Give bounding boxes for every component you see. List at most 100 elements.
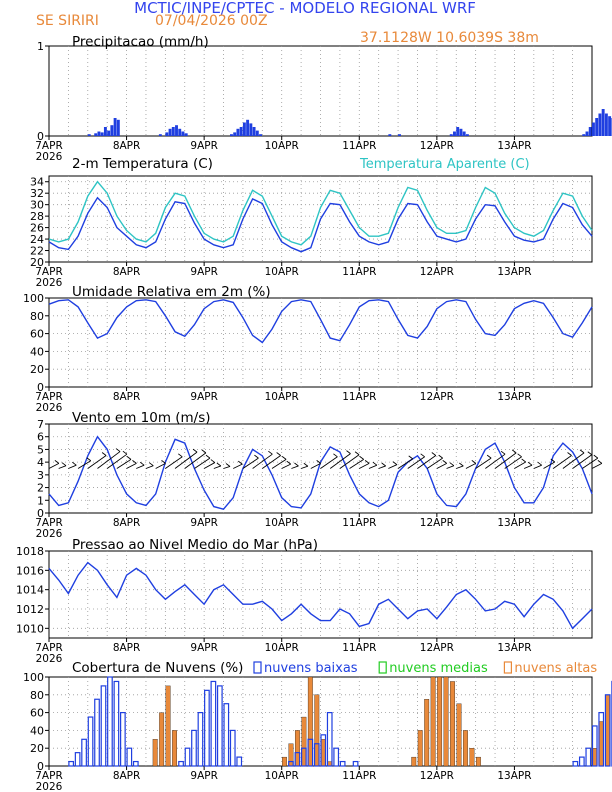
wind-barb	[145, 465, 154, 469]
precip-bar	[233, 132, 237, 136]
series-line	[48, 299, 593, 344]
x-tick-label: 8APR	[113, 140, 141, 152]
cloud-bar	[598, 711, 605, 767]
y-tick-label: 20	[30, 256, 44, 269]
series-line	[48, 435, 593, 510]
panel-title: Cobertura de Nuvens (%)	[72, 660, 243, 676]
x-year-label: 2026	[36, 402, 63, 414]
panel-title: Precipitacao (mm/h)	[72, 34, 209, 50]
cloud-bar	[450, 681, 455, 767]
cloud-bar	[605, 694, 611, 767]
cloud-bar	[307, 676, 313, 767]
precip-bar	[171, 127, 175, 136]
y-tick-label: 20	[30, 363, 44, 376]
cloud-bar	[229, 729, 236, 767]
precip-bar	[184, 133, 188, 136]
wind-barb	[562, 452, 585, 469]
precip-bar	[588, 127, 592, 136]
wind-barb-flag	[372, 461, 378, 466]
wind-barb-flag	[316, 459, 321, 464]
wind-barb-flag	[161, 459, 166, 464]
x-tick-label: 7APR	[35, 266, 63, 278]
precip-bar	[100, 132, 104, 136]
x-tick-label: 8APR	[113, 517, 141, 529]
wind-barb-flag	[178, 453, 183, 458]
y-tick-label: 1018	[16, 545, 44, 558]
wind-barb-flag	[268, 450, 273, 455]
precip-bar	[598, 113, 602, 136]
precip-bar	[608, 116, 612, 136]
wind-barb-flag	[438, 454, 443, 459]
wind-barb-flag	[392, 461, 398, 466]
panel-frame	[48, 550, 593, 639]
cloud-bar	[94, 698, 100, 767]
cloud-bar	[327, 761, 333, 767]
wind-barb	[591, 462, 603, 469]
precip-bar	[449, 134, 453, 136]
wind-barb-flag	[237, 460, 243, 465]
run-date: 07/04/2026 00Z	[155, 13, 268, 29]
wind-barb	[242, 457, 259, 469]
wind-barb	[233, 463, 243, 469]
precip-bar	[456, 127, 460, 136]
x-tick-label: 8APR	[113, 642, 141, 654]
y-tick-label: 3	[37, 469, 44, 482]
wind-barb-flag	[517, 453, 522, 458]
wind-barb	[494, 452, 517, 469]
y-tick-label: 2	[37, 482, 44, 495]
x-tick-label: 7APR	[35, 770, 63, 782]
cloud-bar	[152, 739, 158, 767]
y-tick-label: 22	[30, 245, 44, 258]
wind-barb	[48, 462, 60, 469]
wind-barb	[97, 451, 121, 469]
cloud-bar	[314, 694, 320, 767]
legend-swatch	[253, 661, 262, 674]
precip-bar	[165, 132, 169, 136]
cloud-bar	[216, 685, 223, 767]
wind-barb-flag	[471, 459, 477, 464]
x-tick-label: 7APR	[35, 642, 63, 654]
precip-bar	[465, 134, 469, 136]
wind-barb	[543, 461, 556, 469]
chart-title: MCTIC/INPE/CPTEC - MODELO REGIONAL WRF	[134, 0, 476, 17]
precip-bar	[175, 125, 178, 136]
x-tick-label: 9APR	[190, 266, 218, 278]
precip-bar	[252, 127, 256, 136]
y-tick-label: 7	[37, 418, 44, 431]
cloud-bar	[307, 738, 314, 767]
x-tick-label: 12APR	[420, 140, 454, 152]
station-coords: 37.1128W 10.6039S 38m	[360, 30, 539, 46]
wind-barb-flag	[579, 449, 585, 454]
wind-barb-flag	[254, 454, 259, 459]
wind-barb-flag	[521, 458, 526, 463]
x-tick-label: 11APR	[342, 517, 376, 529]
precip-bar	[453, 131, 456, 136]
wind-barb	[281, 463, 291, 469]
cloud-bar	[437, 676, 443, 767]
cloud-bar	[339, 760, 346, 767]
cloud-bar	[592, 748, 598, 767]
precip-bar	[236, 128, 240, 136]
wind-barb	[514, 461, 526, 469]
x-tick-label: 9APR	[190, 770, 218, 782]
wind-barb	[426, 457, 443, 469]
y-tick-label: 5	[37, 443, 44, 456]
wind-barb-flag	[537, 461, 542, 466]
cloud-bar	[475, 756, 481, 767]
y-tick-label: 0	[37, 130, 44, 143]
wind-barb-flag	[303, 462, 309, 467]
wind-barb	[291, 465, 299, 469]
y-tick-label: 1	[37, 494, 44, 507]
precip-bar	[113, 118, 117, 136]
y-tick-label: 4	[37, 456, 44, 469]
cloud-bar	[326, 711, 333, 767]
x-tick-label: 12APR	[420, 391, 454, 403]
y-tick-label: 0	[37, 507, 44, 520]
wind-barb-flag	[408, 455, 414, 460]
wind-barb	[300, 465, 309, 469]
x-tick-label: 12APR	[420, 642, 454, 654]
legend-label: nuvens altas	[514, 661, 597, 676]
wind-barb-flag	[201, 449, 207, 454]
precip-bar	[604, 113, 608, 136]
